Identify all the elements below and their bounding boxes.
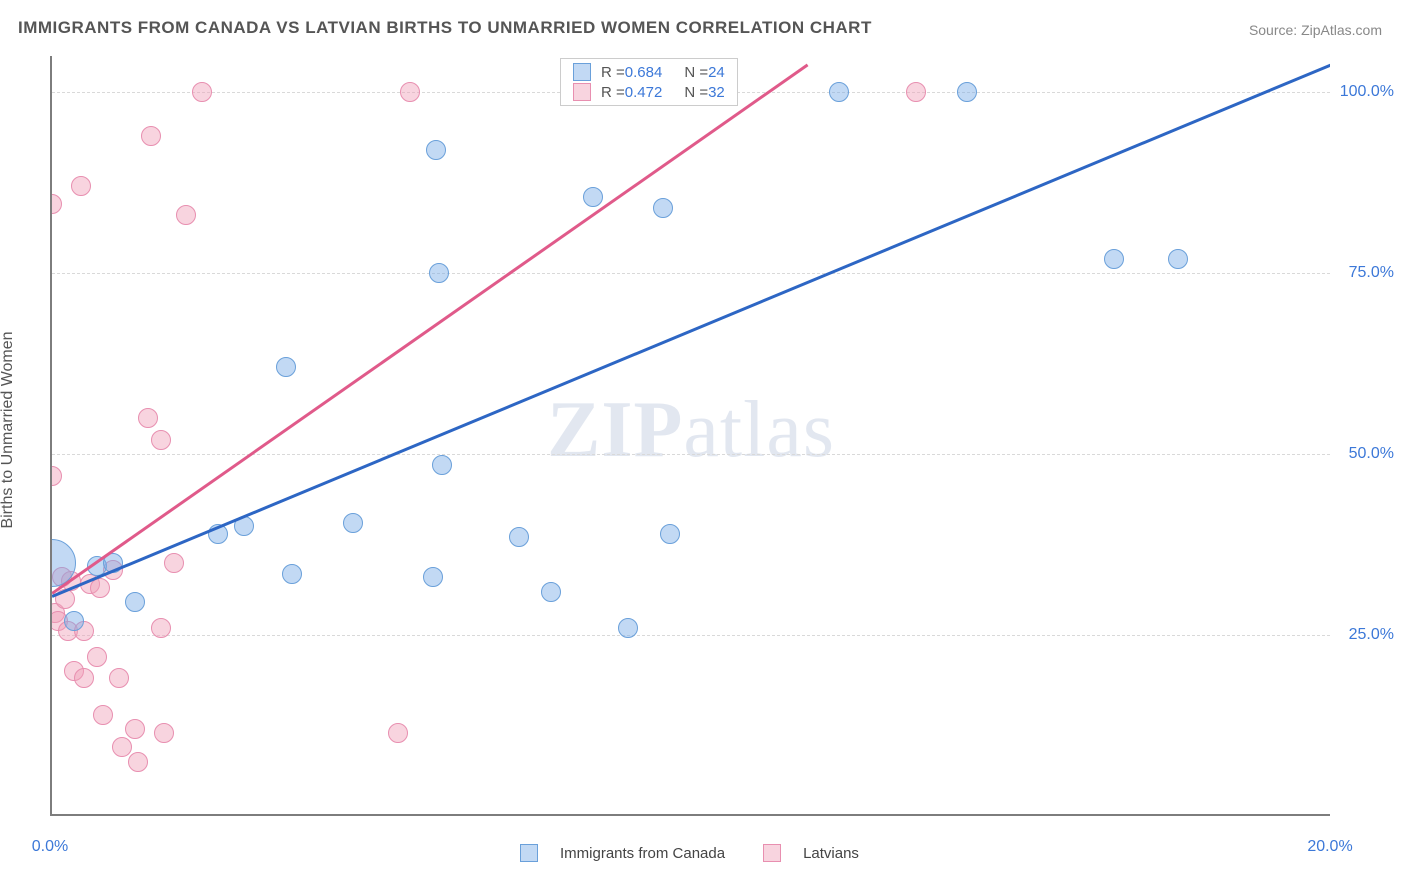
- legend-label-blue: Immigrants from Canada: [560, 845, 725, 862]
- scatter-point-blue: [429, 263, 449, 283]
- scatter-point-pink: [400, 82, 420, 102]
- scatter-point-blue: [1168, 249, 1188, 269]
- scatter-point-blue: [343, 513, 363, 533]
- scatter-point-pink: [50, 194, 62, 214]
- r-value-blue: 0.684: [625, 64, 663, 81]
- n-value-blue: 24: [708, 64, 725, 81]
- stats-legend: R = 0.684 N = 24 R = 0.472 N = 32: [560, 58, 738, 106]
- scatter-point-pink: [50, 466, 62, 486]
- x-tick: [692, 814, 693, 816]
- source-attribution: Source: ZipAtlas.com: [1249, 22, 1382, 38]
- plot-area: ZIPatlas: [50, 56, 1330, 816]
- watermark-rest: atlas: [683, 386, 835, 474]
- x-tick: [1012, 814, 1013, 816]
- n-label: N =: [684, 64, 708, 81]
- r-label-2: R =: [601, 84, 625, 101]
- gridline: [52, 635, 1330, 636]
- x-tick: [1172, 814, 1173, 816]
- scatter-point-pink: [164, 553, 184, 573]
- legend-swatch-blue: [520, 844, 538, 862]
- scatter-point-pink: [74, 668, 94, 688]
- scatter-point-pink: [125, 719, 145, 739]
- scatter-point-pink: [112, 737, 132, 757]
- x-tick-label: 0.0%: [32, 838, 68, 856]
- source-prefix: Source:: [1249, 22, 1301, 38]
- watermark: ZIPatlas: [547, 385, 835, 476]
- scatter-point-blue: [125, 592, 145, 612]
- scatter-point-blue: [618, 618, 638, 638]
- scatter-point-blue: [583, 187, 603, 207]
- y-tick-label: 100.0%: [1340, 83, 1394, 101]
- x-tick: [532, 814, 533, 816]
- scatter-point-pink: [176, 205, 196, 225]
- scatter-point-pink: [151, 430, 171, 450]
- chart-container: IMMIGRANTS FROM CANADA VS LATVIAN BIRTHS…: [0, 0, 1406, 892]
- y-tick-label: 75.0%: [1349, 264, 1394, 282]
- scatter-point-pink: [90, 578, 110, 598]
- scatter-point-pink: [388, 723, 408, 743]
- scatter-point-blue: [660, 524, 680, 544]
- scatter-point-pink: [151, 618, 171, 638]
- x-tick: [372, 814, 373, 816]
- scatter-point-pink: [138, 408, 158, 428]
- scatter-point-blue: [541, 582, 561, 602]
- n-value-pink: 32: [708, 84, 725, 101]
- scatter-point-blue: [426, 140, 446, 160]
- chart-title: IMMIGRANTS FROM CANADA VS LATVIAN BIRTHS…: [18, 18, 872, 38]
- scatter-point-blue: [1104, 249, 1124, 269]
- scatter-point-pink: [128, 752, 148, 772]
- scatter-point-blue: [509, 527, 529, 547]
- stats-legend-row-pink: R = 0.472 N = 32: [561, 82, 737, 102]
- r-label: R =: [601, 64, 625, 81]
- scatter-point-pink: [93, 705, 113, 725]
- legend-swatch-pink: [763, 844, 781, 862]
- source-name: ZipAtlas.com: [1301, 22, 1382, 38]
- scatter-point-blue: [423, 567, 443, 587]
- scatter-point-blue: [829, 82, 849, 102]
- scatter-point-pink: [906, 82, 926, 102]
- scatter-point-blue: [653, 198, 673, 218]
- swatch-blue: [573, 63, 591, 81]
- scatter-point-blue: [432, 455, 452, 475]
- scatter-point-pink: [141, 126, 161, 146]
- gridline: [52, 454, 1330, 455]
- scatter-point-pink: [192, 82, 212, 102]
- scatter-point-blue: [276, 357, 296, 377]
- y-tick-label: 25.0%: [1349, 626, 1394, 644]
- scatter-point-pink: [109, 668, 129, 688]
- legend-label-pink: Latvians: [803, 845, 859, 862]
- scatter-point-pink: [154, 723, 174, 743]
- x-tick-label: 20.0%: [1307, 838, 1352, 856]
- x-tick: [52, 814, 53, 816]
- scatter-point-pink: [87, 647, 107, 667]
- n-label-2: N =: [684, 84, 708, 101]
- x-tick: [852, 814, 853, 816]
- stats-legend-row-blue: R = 0.684 N = 24: [561, 62, 737, 82]
- watermark-bold: ZIP: [547, 386, 683, 474]
- scatter-point-blue: [64, 611, 84, 631]
- scatter-point-pink: [71, 176, 91, 196]
- x-tick: [212, 814, 213, 816]
- scatter-point-blue: [957, 82, 977, 102]
- y-axis-title: Births to Unmarried Women: [0, 331, 17, 528]
- gridline: [52, 273, 1330, 274]
- scatter-point-blue: [282, 564, 302, 584]
- swatch-pink: [573, 83, 591, 101]
- y-tick-label: 50.0%: [1349, 445, 1394, 463]
- r-value-pink: 0.472: [625, 84, 663, 101]
- series-legend: Immigrants from Canada Latvians: [520, 844, 859, 862]
